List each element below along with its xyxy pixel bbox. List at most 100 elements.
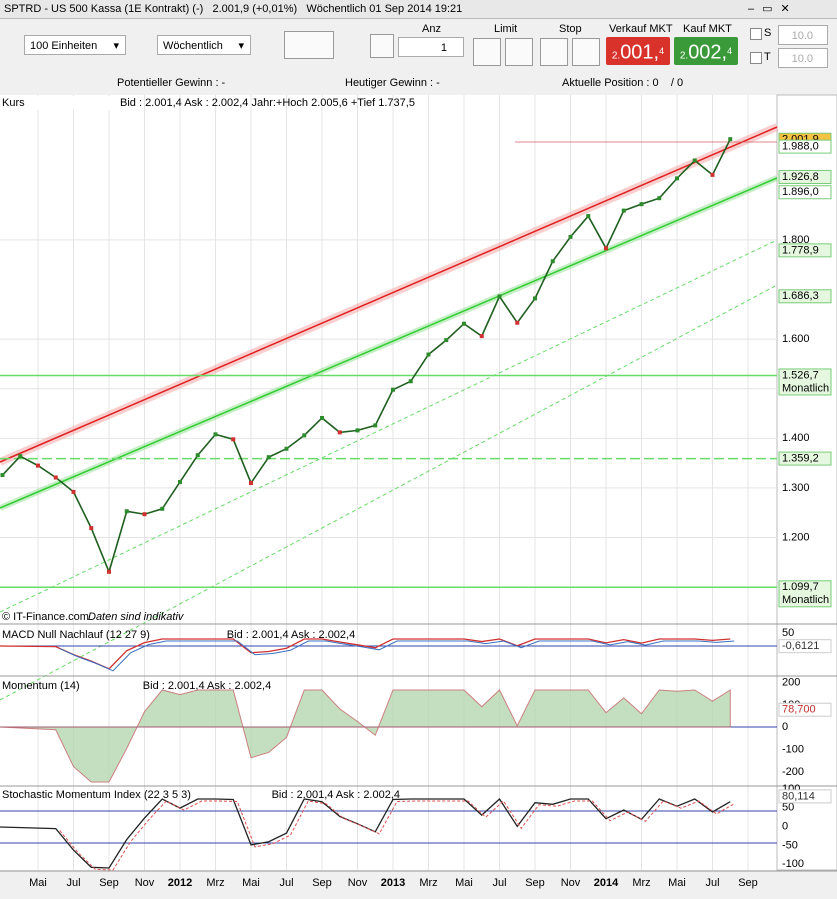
price-point <box>195 453 200 458</box>
x-tick-label: Mrz <box>419 877 437 889</box>
sell-button[interactable]: 2.001,4 <box>606 37 670 65</box>
price-point <box>692 158 697 163</box>
price-point <box>0 473 5 478</box>
price-point <box>586 214 591 219</box>
y-tick-label: 1.600 <box>782 333 810 345</box>
indicator-tick: 50 <box>782 802 794 814</box>
indicator-tick: -200 <box>782 766 804 778</box>
price-point <box>249 480 253 485</box>
anz-input[interactable]: 1 <box>398 37 464 57</box>
price-point <box>710 172 715 177</box>
position: Aktuelle Position : 0 / 0 <box>562 77 683 89</box>
buy-p0: 2. <box>679 50 689 62</box>
price-point <box>355 428 360 433</box>
x-tick-label: Nov <box>135 877 155 889</box>
price-point <box>337 430 342 435</box>
units-select[interactable]: 100 Einheiten ▾ <box>24 35 126 55</box>
axis-bg <box>776 94 837 871</box>
indicator-value-box <box>778 789 832 804</box>
t-input[interactable]: 10.0 <box>778 48 828 68</box>
x-tick-label: Sep <box>99 877 119 889</box>
limit-label: Limit <box>494 23 518 35</box>
price-tag-label: 1.099,7 <box>782 581 819 593</box>
title-bar <box>0 0 837 19</box>
price-point <box>107 569 111 574</box>
chart-type-button[interactable] <box>284 31 334 59</box>
indicator-value: 80,114 <box>782 790 815 802</box>
price-point <box>426 352 431 357</box>
buy-p1: 002, <box>688 41 728 64</box>
price-point <box>675 176 679 181</box>
stop-sell[interactable] <box>572 38 600 66</box>
indicator-signal <box>59 640 735 672</box>
quote: 2.001,9 (+0,01%) <box>212 3 298 15</box>
interval-select[interactable]: Wöchentlich ▾ <box>157 35 251 55</box>
t-checkbox[interactable] <box>750 52 762 64</box>
x-tick-label: Mrz <box>632 877 650 889</box>
position-b: / 0 <box>670 77 684 89</box>
indicator-title: Momentum (14) <box>2 680 80 692</box>
tool-button[interactable] <box>370 34 394 58</box>
price-header: Kurs <box>2 97 25 109</box>
stop-buy[interactable] <box>540 38 568 66</box>
indicator-quote: Bid : 2.001,4 Ask : 2.002,4 <box>227 629 355 641</box>
indicator-tick: 0 <box>782 820 788 832</box>
x-tick-label: Mai <box>242 877 260 889</box>
indicator-value-box <box>778 702 832 717</box>
indicator-tick: -50 <box>782 839 798 851</box>
price-point <box>621 208 626 213</box>
price-tag-note: Monatlich <box>782 594 829 606</box>
buy-button[interactable]: 2.002,4 <box>674 37 738 65</box>
price-point <box>515 320 520 325</box>
price-point <box>320 415 324 420</box>
x-tick-label: Jul <box>492 877 506 889</box>
x-tick-label: 2013 <box>381 877 405 889</box>
indicator-quote: Bid : 2.001,4 Ask : 2.002,4 <box>143 680 271 692</box>
price-tag <box>778 451 832 466</box>
anz-label: Anz <box>422 23 441 35</box>
title-text: SPTRD - US 500 Kassa (1E Kontrakt) (-) 2… <box>4 3 462 15</box>
x-tick-label: 2014 <box>594 877 619 889</box>
position-a: Aktuelle Position : 0 <box>562 77 659 89</box>
price-point <box>391 387 395 392</box>
price-point <box>373 423 378 428</box>
price-point <box>657 196 662 201</box>
s-checkbox[interactable] <box>750 28 762 40</box>
s-input[interactable]: 10.0 <box>778 25 828 45</box>
window-buttons[interactable]: –▭✕ <box>748 3 798 15</box>
indicator-tick: 0 <box>782 721 788 733</box>
indicator-value: 78,700 <box>782 704 816 716</box>
price-point <box>284 446 289 451</box>
stop-label: Stop <box>559 23 582 35</box>
price-tag-label: 1.359,2 <box>782 452 819 464</box>
price-quote: Bid : 2.001,4 Ask : 2.002,4 Jahr:+Hoch 2… <box>120 97 415 109</box>
x-tick-label: Jul <box>705 877 719 889</box>
anz-value: 1 <box>440 42 447 54</box>
interval: Wöchentlich <box>163 40 223 52</box>
price-tag <box>778 139 832 154</box>
price-point <box>604 246 608 251</box>
x-tick-label: Jul <box>66 877 80 889</box>
price-tag <box>778 243 832 258</box>
sell-p1: 001, <box>620 41 660 64</box>
price-tag-label: 1.526,7 <box>782 369 819 381</box>
indicator-tick: 50 <box>782 627 794 639</box>
channel-top <box>0 126 778 463</box>
limit-buy[interactable] <box>473 38 501 66</box>
price-point <box>36 463 40 468</box>
indicator-line <box>0 798 731 869</box>
price-point <box>160 506 165 511</box>
x-tick-label: Mai <box>455 877 473 889</box>
today-gain: Heutiger Gewinn : - <box>345 77 440 89</box>
header-box <box>0 96 115 110</box>
indicator-tick: -100 <box>782 858 804 870</box>
limit-sell[interactable] <box>505 38 533 66</box>
channel-mid <box>0 177 778 509</box>
potential-gain: Potentieller Gewinn : - <box>117 77 226 89</box>
x-tick-label: Mai <box>29 877 47 889</box>
price-point <box>444 338 449 343</box>
price-tag-label: 1.896,0 <box>782 186 819 198</box>
x-tick-label: Sep <box>738 877 758 889</box>
